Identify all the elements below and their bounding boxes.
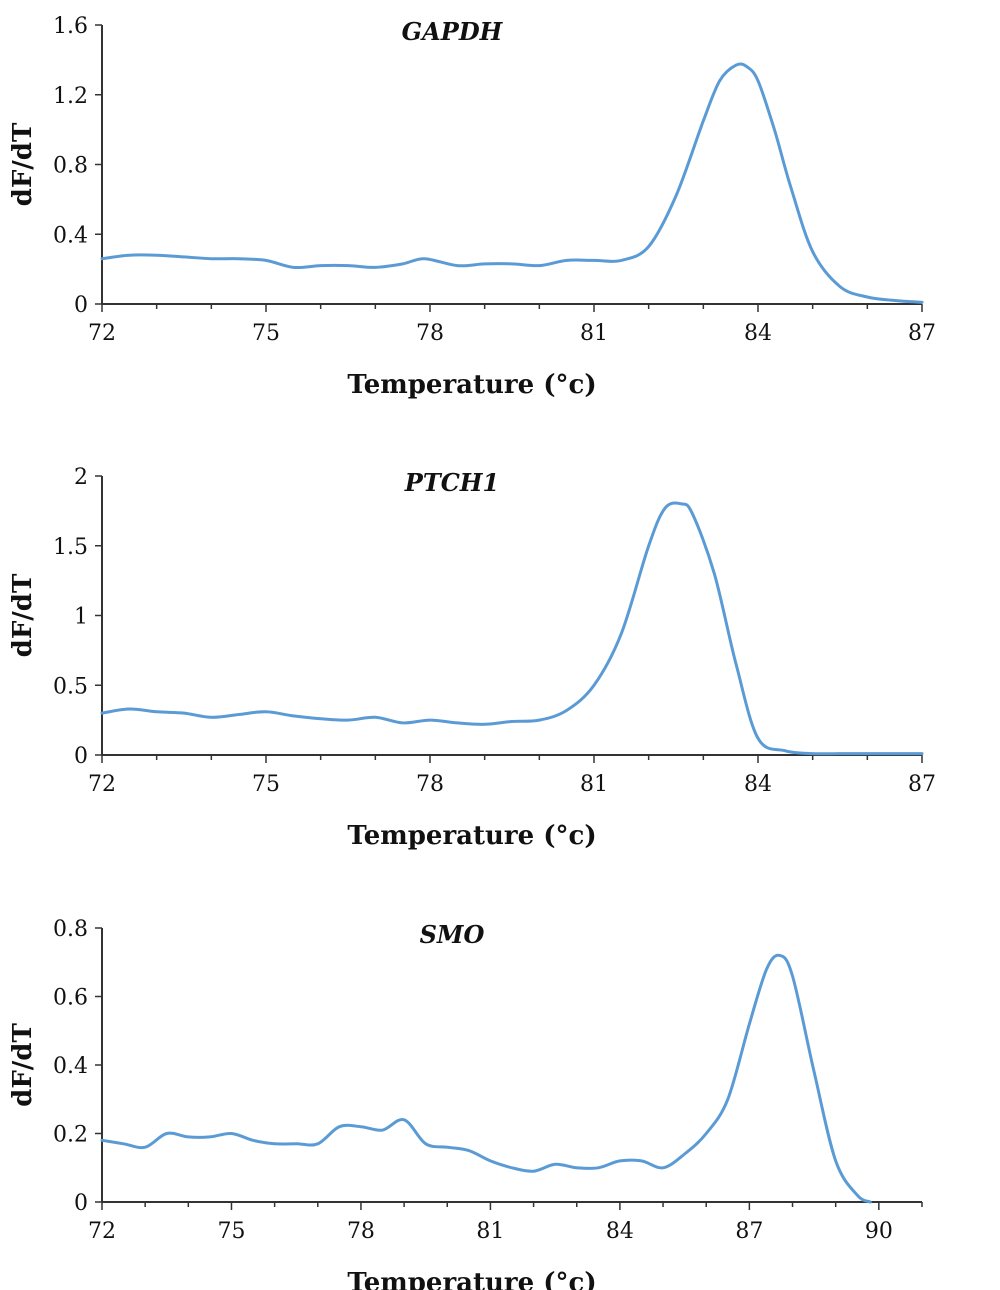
y-tick-label: 1.6 [53, 14, 88, 39]
melt-curve-line [100, 62, 924, 304]
y-tick-label: 1 [74, 605, 88, 630]
x-axis-title: Temperature (°c) [347, 370, 596, 400]
x-tick-label: 81 [580, 321, 608, 346]
x-tick-label: 78 [416, 321, 444, 346]
melt-curve-line [100, 501, 924, 756]
x-tick-label: 75 [217, 1219, 245, 1244]
x-tick-label: 87 [908, 772, 936, 797]
y-tick-label: 0.6 [53, 986, 88, 1011]
y-axis-title: dF/dT [8, 122, 38, 206]
y-tick-label: 1.2 [53, 84, 88, 109]
x-axis-title: Temperature (°c) [347, 1268, 596, 1290]
x-tick-label: 72 [88, 1219, 116, 1244]
y-tick-label: 0.2 [53, 1123, 88, 1148]
x-tick-label: 75 [252, 772, 280, 797]
x-tick-label: 84 [744, 772, 772, 797]
y-tick-label: 0 [74, 744, 88, 769]
x-tick-label: 75 [252, 321, 280, 346]
panel-title: PTCH1 [404, 468, 499, 497]
panel-title: SMO [420, 920, 485, 949]
y-tick-label: 0 [74, 293, 88, 318]
x-tick-label: 81 [580, 772, 608, 797]
chart-panel-gapdh: 0 0.4 0.8 1.2 1.6 72 75 78 81 84 87 GAPDH Temperatur… [8, 14, 936, 400]
x-axis-title: Temperature (°c) [347, 821, 596, 851]
x-tick-label: 72 [88, 772, 116, 797]
x-tick-label: 84 [744, 321, 772, 346]
panel-title: GAPDH [402, 17, 504, 46]
x-tick-label: 87 [735, 1219, 763, 1244]
x-tick-label: 81 [476, 1219, 504, 1244]
x-tick-label: 84 [606, 1219, 634, 1244]
chart-panel-ptch1: 0 0.5 1 1.5 2 72 75 78 81 84 87 PTCH1 Temperature (°… [8, 465, 936, 851]
x-tick-label: 78 [347, 1219, 375, 1244]
y-axis-title: dF/dT [8, 573, 38, 657]
x-tick-label: 90 [865, 1219, 893, 1244]
y-tick-label: 0 [74, 1191, 88, 1216]
x-tick-label: 72 [88, 321, 116, 346]
chart-panel-smo: 0 0.2 0.4 0.6 0.8 72 75 78 81 84 87 90 SMO Temperatur… [8, 917, 923, 1290]
y-tick-label: 0.8 [53, 154, 88, 179]
y-tick-label: 0.4 [53, 223, 88, 248]
y-tick-label: 2 [74, 465, 88, 490]
y-axis-title: dF/dT [8, 1023, 38, 1107]
y-tick-label: 0.5 [53, 674, 88, 699]
y-tick-label: 0.8 [53, 917, 88, 942]
y-tick-label: 1.5 [53, 535, 88, 560]
y-tick-label: 0.4 [53, 1054, 88, 1079]
x-tick-label: 87 [908, 321, 936, 346]
melt-curve-line [100, 953, 872, 1204]
x-tick-label: 78 [416, 772, 444, 797]
